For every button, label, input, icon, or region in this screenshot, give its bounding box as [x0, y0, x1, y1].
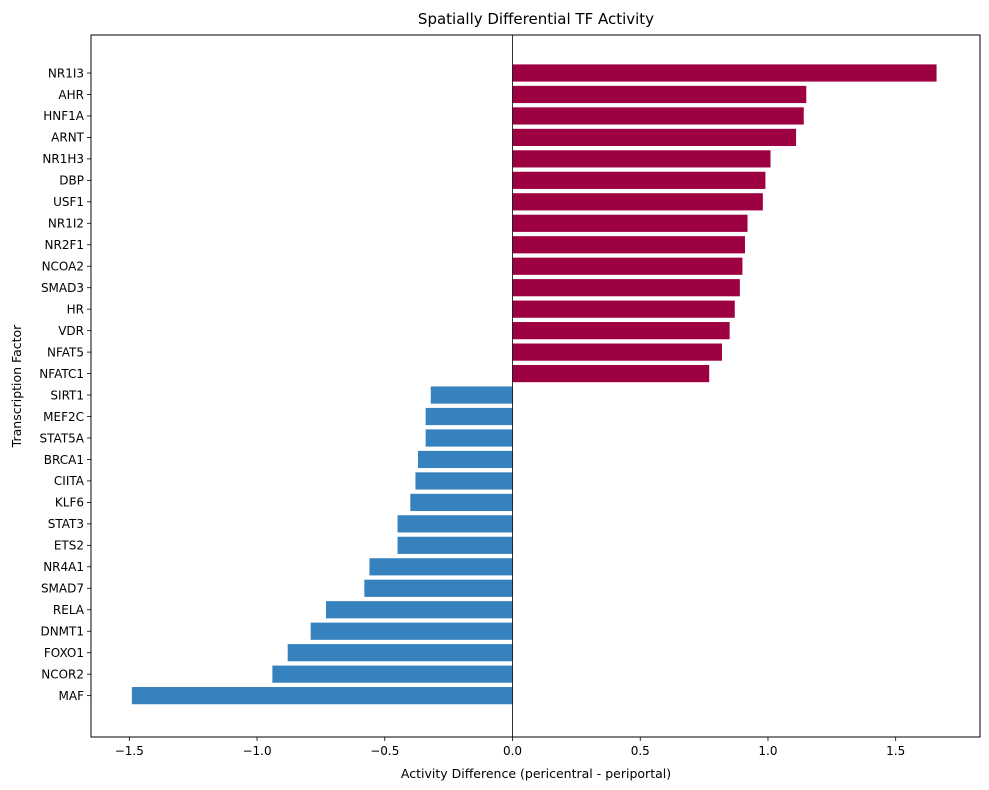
- bar-nfatc1: [512, 364, 710, 383]
- y-tick-label: NR1I2: [48, 217, 84, 231]
- bar-hr: [512, 300, 735, 318]
- y-tick-label: SMAD7: [41, 582, 84, 596]
- bar-dbp: [512, 171, 766, 189]
- y-tick-label: NFATC1: [39, 367, 84, 381]
- y-tick-label: MAF: [59, 689, 85, 703]
- bar-stat5a: [425, 429, 513, 447]
- y-tick-label: DNMT1: [40, 625, 84, 639]
- x-tick-label: 1.5: [886, 744, 905, 758]
- bar-nfat5: [512, 343, 722, 361]
- bar-nr1h3: [512, 150, 771, 168]
- bars-group: [131, 64, 937, 705]
- bar-nr4a1: [369, 558, 513, 576]
- y-tick-label: NR1H3: [42, 152, 84, 166]
- y-tick-label: SMAD3: [41, 281, 84, 295]
- x-tick-label: −1.0: [242, 744, 271, 758]
- bar-nr2f1: [512, 236, 745, 254]
- x-tick-label: 0.5: [631, 744, 650, 758]
- bar-sirt1: [430, 386, 513, 404]
- bar-foxo1: [287, 644, 513, 662]
- y-tick-label: NR2F1: [45, 238, 85, 252]
- bar-ncor2: [272, 665, 513, 683]
- y-tick-label: HR: [67, 302, 84, 316]
- y-tick-label: DBP: [59, 174, 84, 188]
- y-tick-label: AHR: [58, 88, 84, 102]
- bar-arnt: [512, 128, 797, 147]
- x-tick-label: 1.0: [758, 744, 777, 758]
- bar-maf: [131, 687, 513, 705]
- y-axis-ticks: NR1I3 AHR HNF1A ARNT NR1H3 DBP USF1 NR1I2 NR2F1 N…: [39, 66, 91, 703]
- y-tick-label: NR1I3: [48, 66, 84, 80]
- bar-ahr: [512, 85, 807, 104]
- bar-brca1: [417, 450, 513, 469]
- bar-rela: [326, 601, 513, 619]
- plot-frame: [90, 34, 981, 738]
- y-tick-label: STAT5A: [40, 431, 85, 445]
- y-axis-label: Transcription Factor: [9, 324, 24, 448]
- bar-vdr: [512, 322, 730, 340]
- bar-ciita: [415, 472, 513, 490]
- bar-usf1: [512, 193, 763, 211]
- y-tick-label: ETS2: [54, 539, 84, 553]
- x-axis-label: Activity Difference (pericentral - perip…: [401, 766, 671, 781]
- bar-mef2c: [425, 407, 513, 426]
- bar-smad3: [512, 279, 740, 297]
- bar-hnf1a: [512, 107, 804, 125]
- y-tick-label: NFAT5: [47, 345, 84, 359]
- y-tick-label: FOXO1: [44, 646, 84, 660]
- bar-dnmt1: [310, 622, 513, 640]
- bar-nr1i2: [512, 214, 748, 232]
- y-tick-label: STAT3: [48, 517, 84, 531]
- y-tick-label: NR4A1: [43, 560, 84, 574]
- y-tick-label: KLF6: [55, 496, 84, 510]
- chart-title: Spatially Differential TF Activity: [418, 10, 654, 28]
- bar-stat3: [397, 515, 513, 533]
- y-tick-label: BRCA1: [44, 453, 84, 467]
- bar-klf6: [410, 493, 513, 511]
- bar-ets2: [397, 536, 513, 554]
- x-tick-label: −1.5: [115, 744, 144, 758]
- x-axis-ticks: −1.5 −1.0 −0.5 0.0 0.5 1.0 1.5: [115, 737, 905, 758]
- y-tick-label: MEF2C: [43, 410, 84, 424]
- y-tick-label: CIITA: [54, 474, 85, 488]
- bar-nr1i3: [512, 64, 937, 82]
- x-tick-label: 0.0: [503, 744, 522, 758]
- y-tick-label: HNF1A: [43, 109, 85, 123]
- y-tick-label: RELA: [53, 603, 85, 617]
- y-tick-label: USF1: [53, 195, 84, 209]
- bar-ncoa2: [512, 257, 743, 275]
- y-tick-label: VDR: [58, 324, 84, 338]
- y-tick-label: NCOA2: [42, 260, 84, 274]
- y-tick-label: NCOR2: [41, 667, 84, 681]
- bar-smad7: [364, 579, 513, 597]
- x-tick-label: −0.5: [370, 744, 399, 758]
- y-tick-label: ARNT: [51, 131, 85, 145]
- y-tick-label: SIRT1: [50, 388, 84, 402]
